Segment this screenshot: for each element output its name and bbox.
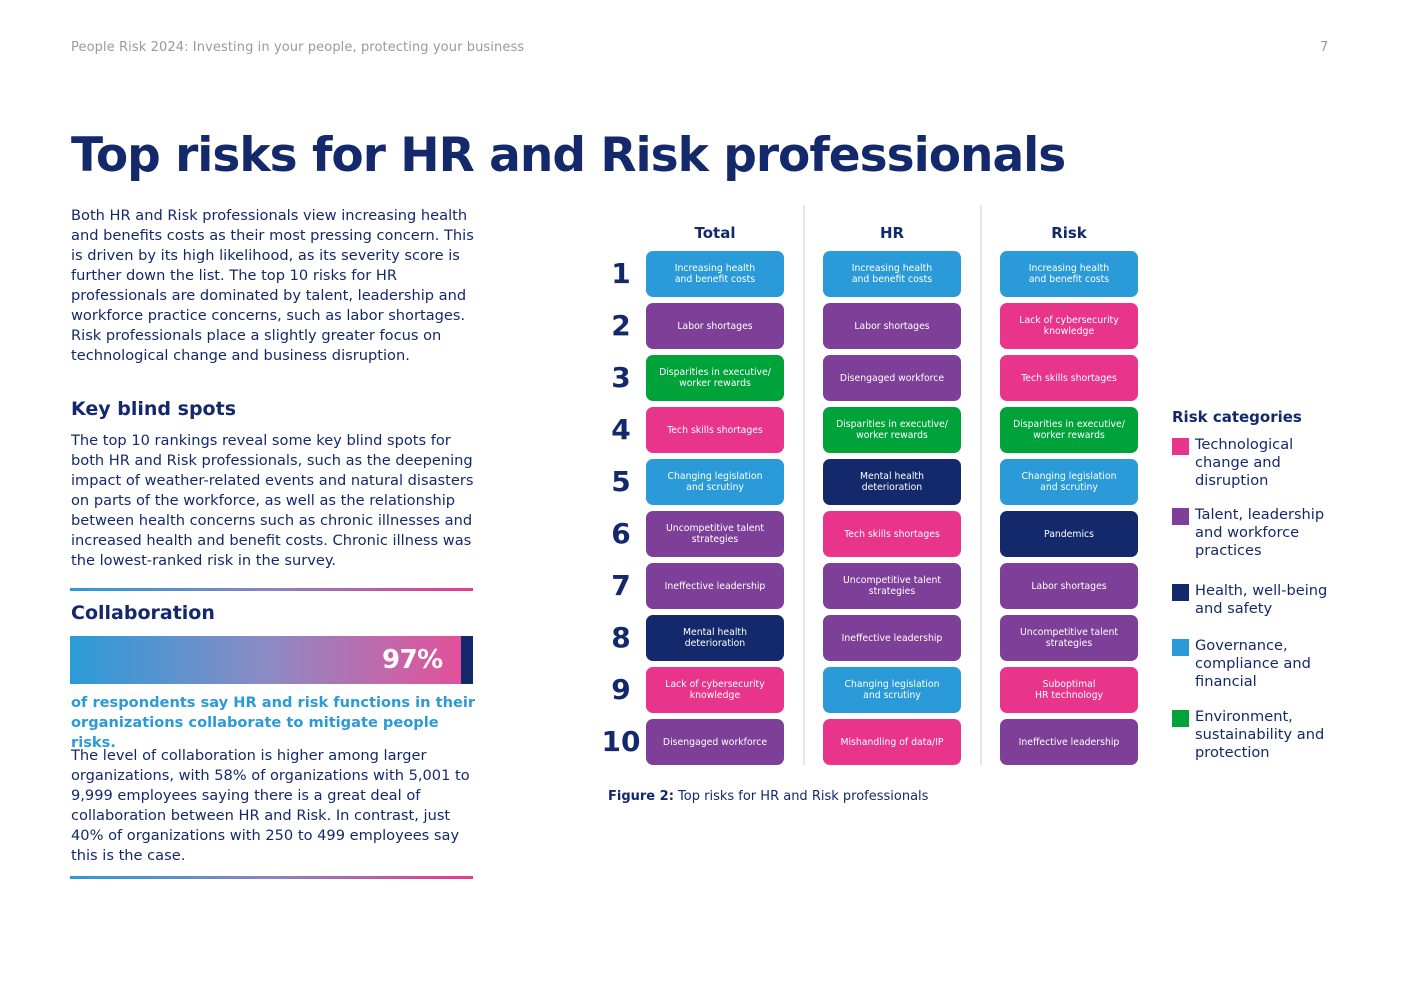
risk-box-hr: Increasing health and benefit costs bbox=[823, 251, 961, 297]
rank-number: 2 bbox=[611, 309, 631, 342]
legend-label: Governance, compliance and financial bbox=[1195, 637, 1311, 690]
risk-box-hr: Changing legislation and scrutiny bbox=[823, 667, 961, 713]
risk-box-risk: Tech skills shortages bbox=[1000, 355, 1138, 401]
collaboration-paragraph: The level of collaboration is higher amo… bbox=[71, 747, 470, 864]
collaboration-stat-value: 97% bbox=[382, 645, 443, 675]
document-header-title: People Risk 2024: Investing in your peop… bbox=[71, 40, 525, 55]
blind-spots-heading: Key blind spots bbox=[71, 398, 236, 420]
rank-number: 9 bbox=[611, 673, 631, 706]
risk-box-total: Disparities in executive/ worker rewards bbox=[646, 355, 784, 401]
collaboration-heading: Collaboration bbox=[71, 602, 215, 624]
risk-box-total: Disengaged workforce bbox=[646, 719, 784, 765]
rank-number: 6 bbox=[611, 517, 631, 550]
risk-box-risk: Uncompetitive talent strategies bbox=[1000, 615, 1138, 661]
intro-paragraph: Both HR and Risk professionals view incr… bbox=[71, 207, 474, 364]
legend-swatch bbox=[1172, 710, 1189, 727]
blind-spots-paragraph: The top 10 rankings reveal some key blin… bbox=[71, 432, 474, 569]
legend-title: Risk categories bbox=[1172, 408, 1302, 426]
risk-box-risk: Changing legislation and scrutiny bbox=[1000, 459, 1138, 505]
legend-swatch bbox=[1172, 438, 1189, 455]
risk-box-hr: Mishandling of data/IP bbox=[823, 719, 961, 765]
risk-box-hr: Tech skills shortages bbox=[823, 511, 961, 557]
column-divider bbox=[803, 205, 805, 765]
section-divider-top bbox=[70, 588, 473, 591]
rank-number: 3 bbox=[611, 361, 631, 394]
risk-box-total: Ineffective leadership bbox=[646, 563, 784, 609]
risk-box-hr: Mental health deterioration bbox=[823, 459, 961, 505]
rank-number: 10 bbox=[601, 725, 641, 758]
page-number: 7 bbox=[1320, 40, 1329, 55]
risk-box-risk: Increasing health and benefit costs bbox=[1000, 251, 1138, 297]
risk-box-risk: Pandemics bbox=[1000, 511, 1138, 557]
legend-label: Talent, leadership and workforce practic… bbox=[1195, 506, 1325, 559]
rank-number: 7 bbox=[611, 569, 631, 602]
risk-box-total: Lack of cybersecurity knowledge bbox=[646, 667, 784, 713]
legend-label: Environment, sustainability and protecti… bbox=[1195, 708, 1325, 761]
rank-number: 1 bbox=[611, 257, 631, 290]
risk-box-risk: Disparities in executive/ worker rewards bbox=[1000, 407, 1138, 453]
figure-caption: Figure 2: Top risks for HR and Risk prof… bbox=[608, 789, 928, 804]
risk-box-risk: Ineffective leadership bbox=[1000, 719, 1138, 765]
risk-box-total: Increasing health and benefit costs bbox=[646, 251, 784, 297]
rank-number: 8 bbox=[611, 621, 631, 654]
page-title: Top risks for HR and Risk professionals bbox=[71, 128, 1066, 183]
risk-box-risk: Lack of cybersecurity knowledge bbox=[1000, 303, 1138, 349]
risk-box-risk: Labor shortages bbox=[1000, 563, 1138, 609]
legend-swatch bbox=[1172, 639, 1189, 656]
risk-box-hr: Labor shortages bbox=[823, 303, 961, 349]
legend-swatch bbox=[1172, 508, 1189, 525]
collaboration-stat-caption: of respondents say HR and risk functions… bbox=[71, 694, 476, 751]
risk-box-risk: Suboptimal HR technology bbox=[1000, 667, 1138, 713]
risk-box-total: Mental health deterioration bbox=[646, 615, 784, 661]
legend-label: Health, well-being and safety bbox=[1195, 582, 1328, 617]
rank-number: 4 bbox=[611, 413, 631, 446]
figure-caption-text: Top risks for HR and Risk professionals bbox=[678, 789, 929, 804]
collaboration-stat-bar bbox=[70, 636, 461, 684]
legend-swatch bbox=[1172, 584, 1189, 601]
risk-box-total: Tech skills shortages bbox=[646, 407, 784, 453]
risk-box-hr: Disparities in executive/ worker rewards bbox=[823, 407, 961, 453]
risk-box-hr: Disengaged workforce bbox=[823, 355, 961, 401]
section-divider-bottom bbox=[70, 876, 473, 879]
collaboration-stat-bar-end bbox=[461, 636, 473, 684]
legend-label: Technological change and disruption bbox=[1195, 436, 1294, 489]
risk-box-hr: Ineffective leadership bbox=[823, 615, 961, 661]
risk-box-hr: Uncompetitive talent strategies bbox=[823, 563, 961, 609]
rank-number: 5 bbox=[611, 465, 631, 498]
risk-box-total: Labor shortages bbox=[646, 303, 784, 349]
risk-box-total: Changing legislation and scrutiny bbox=[646, 459, 784, 505]
figure-label: Figure 2: bbox=[608, 789, 674, 804]
column-header-risk: Risk bbox=[1051, 224, 1087, 242]
column-header-hr: HR bbox=[879, 224, 905, 242]
column-header-total: Total bbox=[694, 224, 736, 242]
risk-box-total: Uncompetitive talent strategies bbox=[646, 511, 784, 557]
column-divider bbox=[980, 205, 982, 765]
